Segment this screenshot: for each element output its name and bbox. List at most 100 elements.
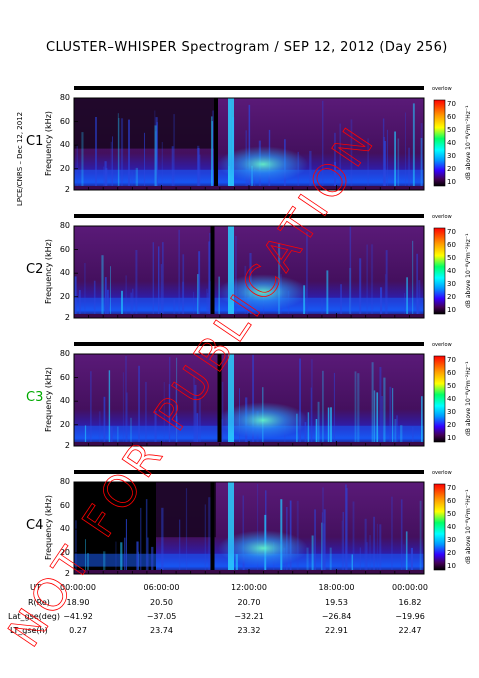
colorbar-tick-label: 40 xyxy=(447,139,456,147)
colorbar-tick-label: 70 xyxy=(447,228,456,236)
y-tick-label: 80 xyxy=(59,221,70,230)
footer-value: 23.32 xyxy=(237,626,261,635)
footer-value: 22.47 xyxy=(398,626,422,635)
y-tick-label: 80 xyxy=(59,93,70,102)
colorbar-tick-label: 50 xyxy=(447,254,456,262)
satellite-label-c2: C2 xyxy=(26,262,44,277)
colorbar xyxy=(433,483,446,571)
y-tick-label: 60 xyxy=(59,244,70,254)
spectrogram-panel-c3 xyxy=(73,353,425,447)
footer-value: −32.21 xyxy=(234,612,264,621)
colorbar-label: dB above 10⁻⁸V²m⁻²Hz⁻¹ xyxy=(465,105,472,180)
footer-value: 18.90 xyxy=(66,598,90,607)
satellite-label-c1: C1 xyxy=(26,134,44,149)
y-tick-label: 2 xyxy=(64,185,70,194)
colorbar-tick-label: 10 xyxy=(447,306,456,314)
footer-value: 23.74 xyxy=(150,626,173,635)
footer-value: 20.70 xyxy=(237,598,261,607)
footer-value: −19.96 xyxy=(395,612,425,621)
colorbar-top-text: overlow xyxy=(432,470,452,476)
footer-value: 00:00:00 xyxy=(392,583,428,592)
colorbar-label: dB above 10⁻⁸V²m⁻²Hz⁻¹ xyxy=(465,489,472,564)
y-tick-label: 2 xyxy=(64,569,70,578)
footer-value: 20.50 xyxy=(150,598,173,607)
y-tick-label: 60 xyxy=(59,372,70,382)
footer-value: 06:00:00 xyxy=(143,583,180,592)
colorbar-tick-label: 50 xyxy=(447,382,456,390)
colorbar-tick-label: 60 xyxy=(447,369,456,377)
spectrogram-panel-c1 xyxy=(73,97,425,191)
colorbar-tick-label: 60 xyxy=(447,497,456,505)
colorbar-tick-label: 30 xyxy=(447,536,456,544)
panel-top-bar xyxy=(74,86,424,90)
y-tick-label: 40 xyxy=(59,524,70,534)
colorbar-tick-label: 30 xyxy=(447,280,456,288)
colorbar-label: dB above 10⁻⁸V²m⁻²Hz⁻¹ xyxy=(465,361,472,436)
y-axis-label: Frequency (kHz) xyxy=(44,495,53,560)
colorbar-tick-label: 10 xyxy=(447,434,456,442)
y-tick-label: 40 xyxy=(59,396,70,406)
spectrogram-panel-c4 xyxy=(73,481,425,575)
satellite-label-c3: C3 xyxy=(26,390,44,405)
colorbar-tick-label: 70 xyxy=(447,356,456,364)
footer-value: −26.84 xyxy=(321,612,352,621)
footer-value: −41.92 xyxy=(63,612,93,621)
spectrogram-panel-c2 xyxy=(73,225,425,319)
colorbar-tick-label: 70 xyxy=(447,100,456,108)
panel-top-bar xyxy=(74,342,424,346)
footer-value: 00:00:00 xyxy=(60,583,96,592)
footer-value: 16.82 xyxy=(398,598,422,607)
y-tick-label: 2 xyxy=(64,313,70,322)
colorbar-tick-label: 40 xyxy=(447,523,456,531)
colorbar-top-text: overlow xyxy=(432,86,452,92)
chart-title: CLUSTER–WHISPER Spectrogram / SEP 12, 20… xyxy=(46,40,448,55)
colorbar-tick-label: 10 xyxy=(447,562,456,570)
colorbar xyxy=(433,227,446,315)
footer-row-label: LT_gse(h) xyxy=(10,626,48,635)
colorbar-tick-label: 40 xyxy=(447,395,456,403)
colorbar-tick-label: 50 xyxy=(447,126,456,134)
colorbar-tick-label: 30 xyxy=(447,152,456,160)
y-tick-label: 80 xyxy=(59,477,70,486)
colorbar-label: dB above 10⁻⁸V²m⁻²Hz⁻¹ xyxy=(465,233,472,308)
y-tick-label: 20 xyxy=(59,163,70,173)
y-tick-label: 60 xyxy=(59,116,70,126)
colorbar-tick-label: 30 xyxy=(447,408,456,416)
y-tick-label: 60 xyxy=(59,500,70,510)
colorbar-tick-label: 20 xyxy=(447,165,456,173)
y-tick-label: 20 xyxy=(59,419,70,429)
y-tick-label: 40 xyxy=(59,140,70,150)
y-tick-label: 80 xyxy=(59,349,70,358)
y-tick-label: 20 xyxy=(59,291,70,301)
y-tick-label: 2 xyxy=(64,441,70,450)
footer-value: 19.53 xyxy=(325,598,348,607)
colorbar-tick-label: 10 xyxy=(447,178,456,186)
y-tick-label: 40 xyxy=(59,268,70,278)
colorbar-tick-label: 50 xyxy=(447,510,456,518)
y-tick-label: 20 xyxy=(59,547,70,557)
colorbar-tick-label: 20 xyxy=(447,293,456,301)
colorbar-top-text: overlow xyxy=(432,342,452,348)
colorbar xyxy=(433,99,446,187)
colorbar-top-text: overlow xyxy=(432,214,452,220)
footer-value: −37.05 xyxy=(146,612,177,621)
colorbar-tick-label: 40 xyxy=(447,267,456,275)
footer-row-label: UT xyxy=(30,583,41,592)
footer-value: 18:00:00 xyxy=(318,583,355,592)
colorbar-tick-label: 20 xyxy=(447,421,456,429)
panel-top-bar xyxy=(74,470,424,474)
footer-value: 12:00:00 xyxy=(231,583,267,592)
y-axis-label: Frequency (kHz) xyxy=(44,367,53,432)
colorbar xyxy=(433,355,446,443)
colorbar-tick-label: 60 xyxy=(447,113,456,121)
satellite-label-c4: C4 xyxy=(26,518,44,533)
footer-row-label: Lat_gse(deg) xyxy=(8,612,60,621)
colorbar-tick-label: 20 xyxy=(447,549,456,557)
colorbar-tick-label: 60 xyxy=(447,241,456,249)
footer-value: 22.91 xyxy=(325,626,348,635)
y-axis-label: Frequency (kHz) xyxy=(44,239,53,304)
colorbar-tick-label: 70 xyxy=(447,484,456,492)
footer-row-label: R(Re) xyxy=(28,598,50,607)
y-axis-label: Frequency (kHz) xyxy=(44,111,53,176)
